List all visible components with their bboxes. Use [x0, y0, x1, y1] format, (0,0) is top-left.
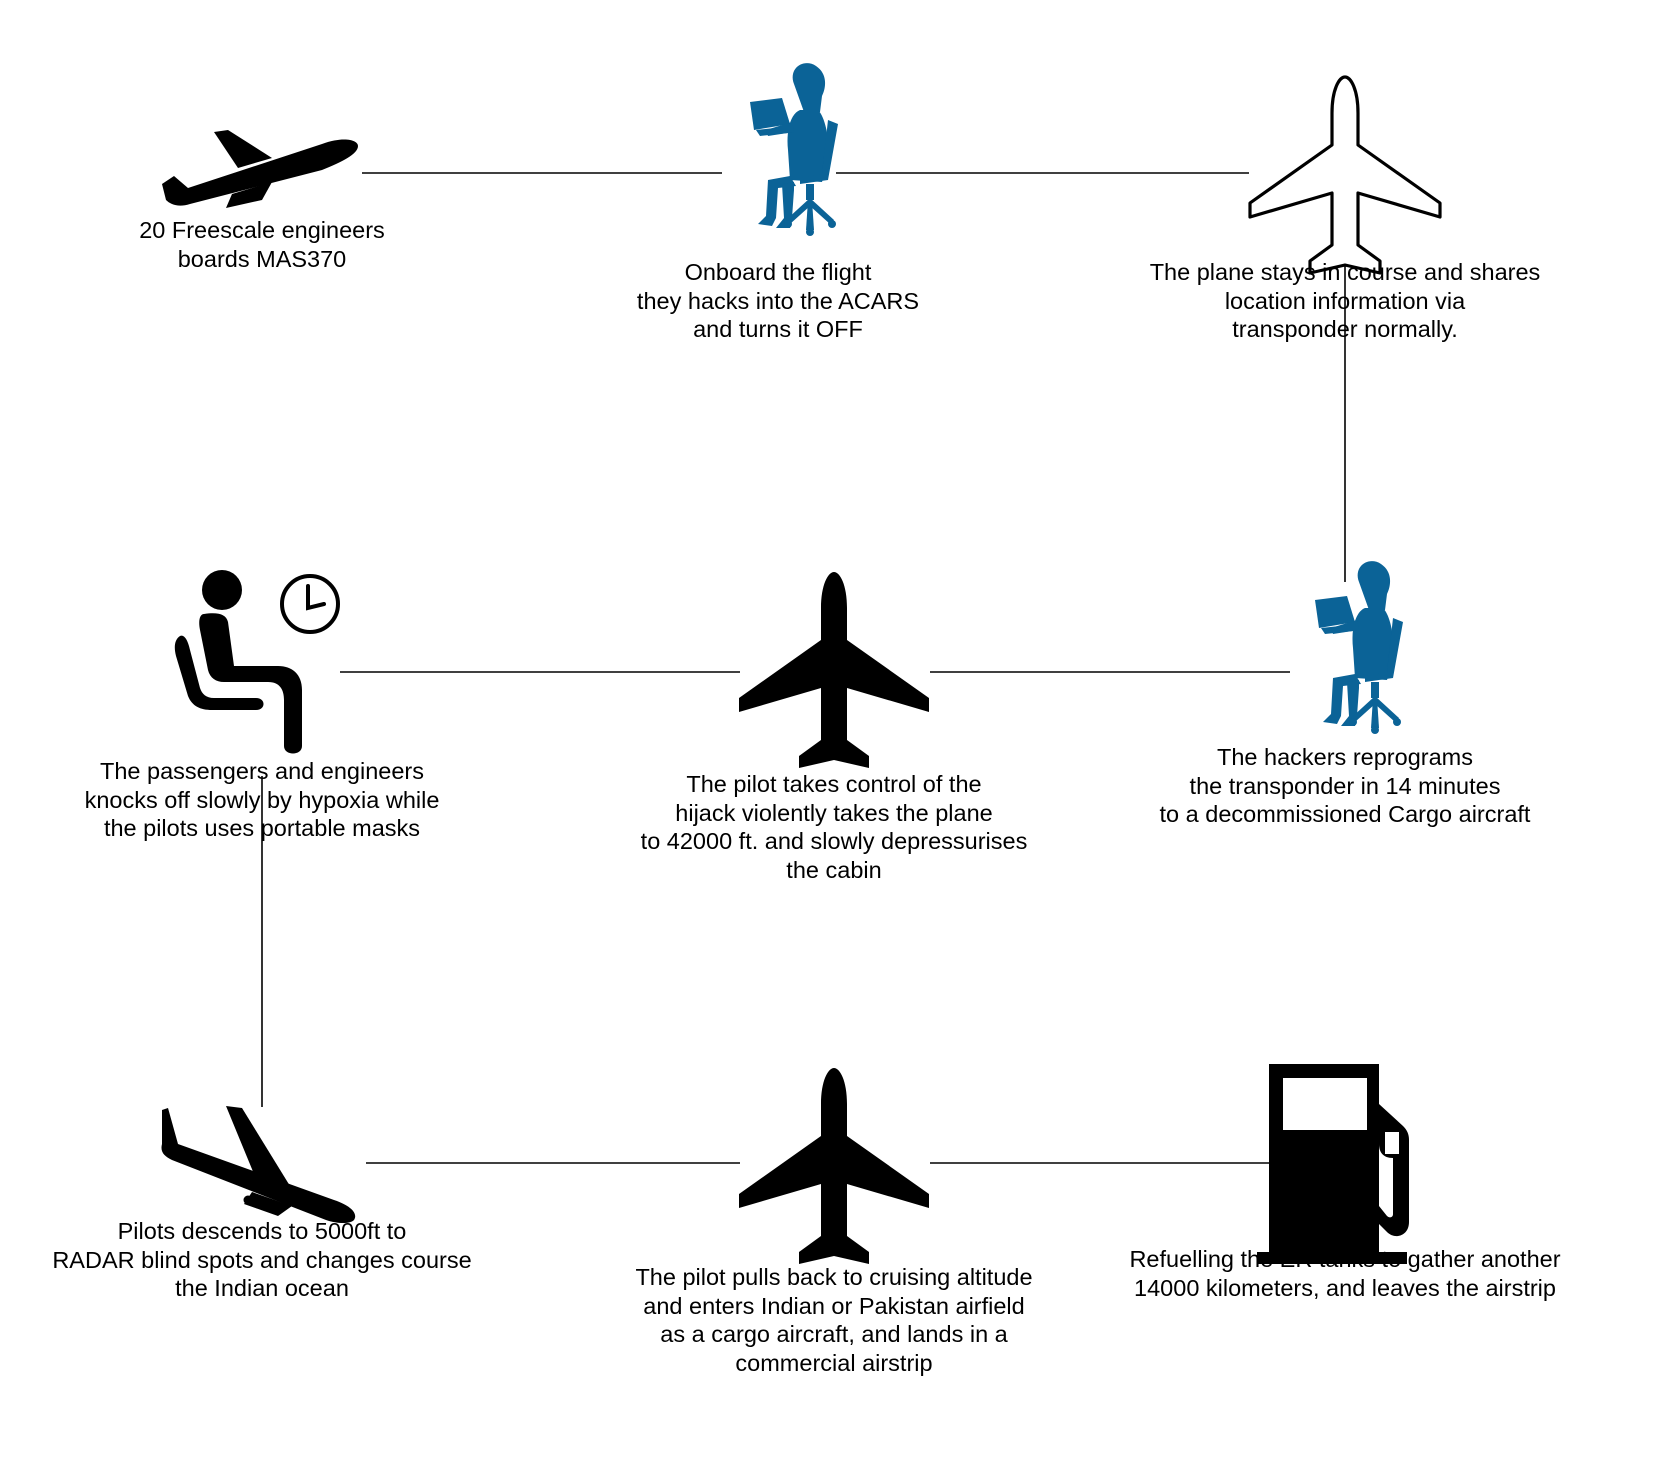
node-label-line: the pilots uses portable masks: [103, 815, 421, 841]
node-label-line: the cabin: [786, 856, 882, 883]
airplane-icon: [739, 572, 929, 768]
node-label-line: 14000 kilometers, and leaves the airstri…: [1134, 1274, 1556, 1301]
waiting-passenger-clock-icon: [174, 570, 340, 754]
node-label-line: as a cargo aircraft, and lands in a: [660, 1321, 1008, 1347]
node-label-line: the Indian ocean: [175, 1275, 349, 1301]
node-label-line: location information via: [1224, 287, 1466, 314]
node-label-line: Pilots descends to 5000ft to: [117, 1218, 407, 1244]
node-label-n4: The hackers reprograms the transponder in…: [1160, 743, 1531, 829]
node-label-line: The pilot pulls back to cruising altitud…: [635, 1264, 1033, 1290]
node-label-line: and turns it OFF: [693, 316, 863, 342]
node-label-line: they hacks into the ACARS: [636, 287, 920, 314]
node-label-line: The pilot takes control of the: [686, 771, 982, 797]
node-label-line: The passengers and engineers: [100, 758, 424, 784]
airplane-takeoff-icon: [162, 130, 358, 208]
airplane-icon: [739, 1068, 929, 1264]
node-label-line: commercial airstrip: [735, 1349, 933, 1376]
node-label-line: boards MAS370: [177, 245, 347, 272]
node-label-line: Onboard the flight: [684, 259, 872, 285]
node-label-line: transponder normally.: [1232, 316, 1458, 342]
node-label-line: and enters Indian or Pakistan airfield: [643, 1292, 1025, 1319]
node-label-line: knocks off slowly by hypoxia while: [84, 786, 440, 813]
node-label-line: RADAR blind spots and changes course: [52, 1246, 472, 1273]
node-label-n8: The pilot pulls back to cruising altitud…: [635, 1263, 1032, 1377]
node-label-line: the transponder in 14 minutes: [1189, 772, 1501, 799]
airplane-outline-icon: [1248, 75, 1442, 275]
fuel-pump-icon: [1257, 1064, 1409, 1264]
node-label-n6: The passengers and engineers knocks off s…: [85, 757, 440, 843]
node-label-line: hijack violently takes the plane: [675, 799, 993, 826]
node-label-n5: The pilot takes control of the hijack vio…: [641, 770, 1028, 884]
node-label-n1: 20 Freescale engineers boards MAS370: [139, 216, 385, 273]
edges: [261, 172, 1346, 1164]
node-label-line: 20 Freescale engineers: [139, 217, 385, 243]
hacker-with-laptop-icon: [750, 63, 838, 236]
node-label-line: Refuelling the ER tanks to gather anothe…: [1129, 1246, 1561, 1272]
node-label-n7: Pilots descends to 5000ft to RADAR blind …: [52, 1217, 471, 1303]
node-label-line: to a decommissioned Cargo aircraft: [1159, 801, 1531, 827]
node-label-line: The hackers reprograms: [1216, 744, 1473, 770]
node-label-line: The plane stays in course and shares: [1149, 259, 1541, 285]
node-label-n9: Refuelling the ER tanks to gather anothe…: [1129, 1245, 1560, 1302]
node-label-n3: The plane stays in course and shares loca…: [1150, 258, 1541, 344]
hacker-with-laptop-icon: [1315, 561, 1403, 734]
node-label-n2: Onboard the flight they hacks into the AC…: [637, 258, 919, 344]
node-label-line: to 42000 ft. and slowly depressurises: [640, 828, 1028, 854]
airplane-landing-icon: [161, 1106, 356, 1223]
nodes: [161, 63, 1442, 1264]
